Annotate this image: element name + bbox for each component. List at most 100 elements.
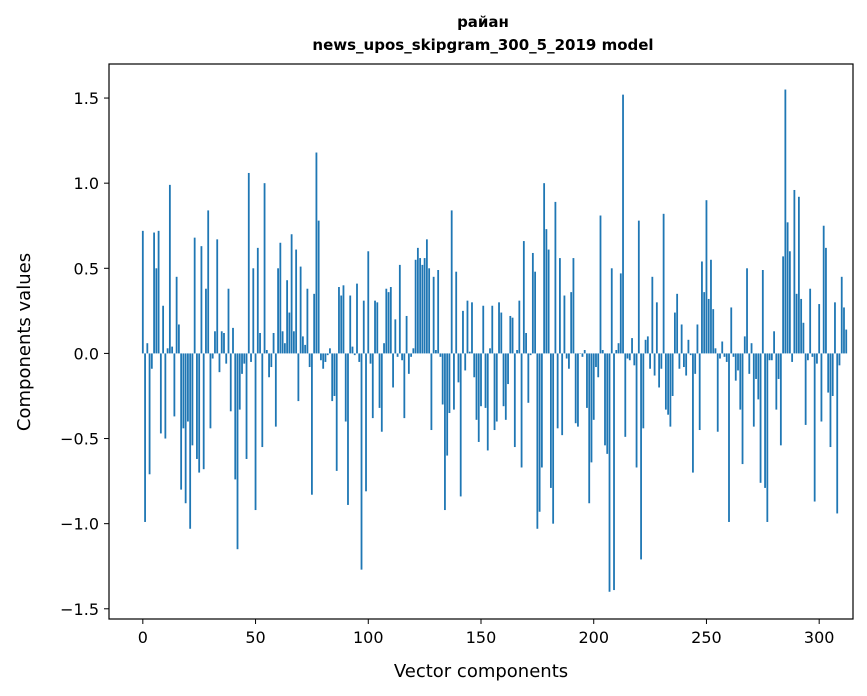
bar <box>448 353 451 414</box>
bar <box>504 353 507 420</box>
bar <box>768 353 771 361</box>
bar <box>468 351 471 354</box>
x-axis: 0 50 100 150 200 250 300 <box>138 619 834 647</box>
bar <box>394 319 397 354</box>
bar <box>710 259 712 354</box>
bar <box>471 302 473 354</box>
bar <box>171 346 174 354</box>
bar <box>685 353 688 376</box>
bar <box>234 353 237 480</box>
bar <box>304 344 307 354</box>
bar <box>507 353 509 385</box>
bar <box>232 327 234 354</box>
bar <box>279 242 282 354</box>
bar <box>412 348 415 354</box>
bar <box>563 295 566 354</box>
bar <box>292 331 295 354</box>
bar <box>423 258 426 354</box>
bar <box>750 343 753 354</box>
bar <box>595 353 597 368</box>
bar <box>536 353 539 529</box>
bar <box>813 353 816 502</box>
bar <box>732 353 735 357</box>
bar <box>347 353 349 505</box>
bar <box>816 353 818 364</box>
bar <box>261 353 264 448</box>
bar <box>838 353 841 366</box>
chart-subtitle: news_upos_skipgram_300_5_2019 model <box>312 36 653 54</box>
bar <box>834 302 836 354</box>
bar <box>728 353 730 522</box>
bar <box>540 353 543 468</box>
bar <box>159 353 162 434</box>
bar <box>574 353 577 424</box>
bar <box>809 288 812 354</box>
y-axis-label: Components values <box>14 253 35 431</box>
bar <box>592 353 595 420</box>
bar <box>586 353 588 408</box>
bar <box>272 332 275 354</box>
bar <box>520 353 523 468</box>
bar <box>658 353 661 388</box>
bar <box>435 350 437 354</box>
bar <box>716 353 719 432</box>
bar <box>184 353 187 504</box>
bar <box>295 249 298 354</box>
y-axis: −1.5 −1.0 −0.5 0.0 0.5 1.0 1.5 <box>60 89 109 619</box>
bar <box>166 348 169 354</box>
bar <box>642 353 645 429</box>
bar <box>782 256 785 354</box>
bar <box>229 353 232 412</box>
bar <box>788 251 791 354</box>
bar <box>606 353 609 454</box>
bar <box>225 353 228 364</box>
bar <box>193 237 196 354</box>
bar <box>748 353 751 374</box>
bar <box>561 353 564 436</box>
bar <box>378 353 381 408</box>
bar <box>649 353 651 369</box>
bar <box>425 239 428 354</box>
bar <box>608 353 611 592</box>
bar <box>274 353 277 427</box>
bar <box>622 94 624 354</box>
bar <box>741 353 744 465</box>
bar <box>155 268 158 354</box>
bar <box>554 201 557 354</box>
y-tick-label: 0.0 <box>74 344 99 363</box>
bar <box>572 258 575 354</box>
bar <box>168 184 171 354</box>
bar <box>148 353 151 475</box>
bar <box>428 268 431 354</box>
bar <box>761 270 764 354</box>
bar <box>653 353 656 376</box>
bar <box>775 353 778 410</box>
bar <box>773 331 775 354</box>
bar <box>313 293 316 354</box>
bar <box>453 353 455 410</box>
bar <box>263 183 266 354</box>
bar <box>407 353 410 374</box>
bar <box>820 353 823 422</box>
bar <box>369 353 372 364</box>
bar <box>707 298 710 354</box>
bar <box>180 353 183 490</box>
bar <box>730 307 733 354</box>
bar <box>209 353 212 429</box>
bar <box>477 353 480 442</box>
bar <box>843 307 845 354</box>
bar <box>703 292 706 354</box>
bar <box>486 353 489 451</box>
bar <box>403 353 406 419</box>
bar <box>779 353 782 446</box>
bar <box>577 353 579 427</box>
bar <box>198 353 201 473</box>
bar <box>793 189 796 354</box>
bar <box>531 252 534 354</box>
bar <box>660 353 663 369</box>
bar <box>457 353 460 383</box>
x-axis-label: Vector components <box>394 661 568 682</box>
bar <box>522 241 525 354</box>
bar <box>581 353 584 357</box>
bar <box>374 300 376 354</box>
